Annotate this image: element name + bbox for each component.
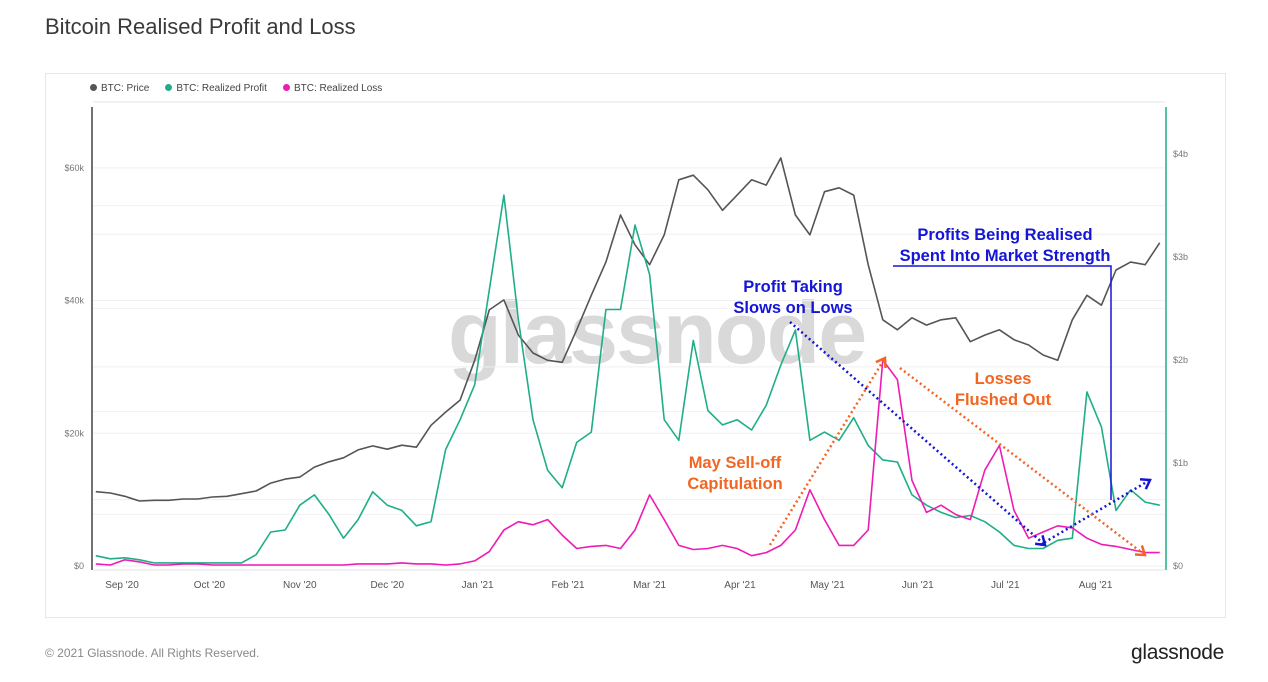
x-tick-label: Apr '21 bbox=[724, 580, 756, 591]
realized-profit-line bbox=[95, 194, 1160, 564]
page-title: Bitcoin Realised Profit and Loss bbox=[45, 14, 356, 39]
annotation-may-selloff: May Sell-off Capitulation bbox=[670, 453, 800, 495]
legend-dot-icon bbox=[282, 84, 290, 91]
arrowhead-icon bbox=[1134, 545, 1147, 557]
y-left-tick-label: $40k bbox=[64, 296, 84, 306]
x-tick-label: Sep '20 bbox=[105, 580, 139, 591]
annotation-line: Spent Into Market Strength bbox=[899, 247, 1111, 265]
annotation-line: May Sell-off bbox=[688, 454, 782, 472]
x-tick-label: Mar '21 bbox=[633, 580, 666, 591]
annotation-line: Capitulation bbox=[687, 475, 783, 493]
x-tick-label: Jan '21 bbox=[462, 580, 494, 591]
y-right-tick-label: $3b bbox=[1173, 252, 1188, 262]
legend-label: BTC: Realized Loss bbox=[293, 83, 383, 94]
x-tick-label: Oct '20 bbox=[194, 580, 226, 591]
arrowhead-icon bbox=[1139, 478, 1152, 490]
x-tick-label: Feb '21 bbox=[551, 580, 584, 591]
y-right-tick-label: $1b bbox=[1173, 458, 1188, 468]
y-left-tick-label: $20k bbox=[64, 428, 84, 438]
chart-panel bbox=[45, 73, 1226, 618]
y-left-tick-label: $0 bbox=[74, 561, 84, 571]
callout-bracket bbox=[893, 265, 1112, 500]
annotation-losses: Losses Flushed Out bbox=[940, 369, 1066, 411]
y-left-tick-label: $60k bbox=[64, 163, 84, 173]
profit-slowing-arrow bbox=[789, 321, 1046, 546]
legend-dot-icon bbox=[165, 84, 173, 91]
annotation-profit-taking: Profit Taking Slows on Lows bbox=[722, 277, 864, 319]
profit-rising-arrow bbox=[1039, 478, 1151, 547]
annotation-line: Losses bbox=[974, 370, 1032, 388]
legend: BTC: Price BTC: Realized Profit BTC: Rea… bbox=[90, 83, 382, 94]
arrowhead-icon bbox=[1034, 534, 1047, 547]
legend-item-profit[interactable]: BTC: Realized Profit bbox=[165, 83, 267, 94]
copyright: © 2021 Glassnode. All Rights Reserved. bbox=[45, 646, 260, 660]
annotation-line: Profit Taking bbox=[743, 278, 843, 296]
y-right-tick-label: $4b bbox=[1173, 149, 1188, 159]
x-tick-label: Aug '21 bbox=[1079, 580, 1113, 591]
losses-flushed-arrow bbox=[899, 367, 1146, 556]
x-tick-label: Nov '20 bbox=[283, 580, 317, 591]
realized-loss-line bbox=[95, 359, 1160, 566]
x-tick-label: Dec '20 bbox=[370, 580, 404, 591]
price-line bbox=[95, 157, 1161, 502]
annotation-line: Slows on Lows bbox=[733, 299, 853, 317]
legend-item-loss[interactable]: BTC: Realized Loss bbox=[282, 83, 383, 94]
legend-item-price[interactable]: BTC: Price bbox=[90, 83, 149, 94]
x-tick-label: May '21 bbox=[810, 580, 845, 591]
annotation-line: Profits Being Realised bbox=[917, 226, 1093, 244]
annotation-profits-realised: Profits Being Realised Spent Into Market… bbox=[880, 225, 1130, 267]
arrowhead-icon bbox=[875, 356, 887, 369]
y-right-tick-label: $0 bbox=[1173, 561, 1183, 571]
capitulation-arrow bbox=[768, 357, 887, 546]
y-right-tick-label: $2b bbox=[1173, 355, 1188, 365]
legend-dot-icon bbox=[90, 84, 97, 91]
legend-label: BTC: Realized Profit bbox=[176, 83, 267, 94]
glassnode-logo[interactable]: glassnode bbox=[1130, 641, 1224, 664]
x-tick-label: Jul '21 bbox=[991, 580, 1020, 591]
annotation-line: Flushed Out bbox=[954, 391, 1052, 409]
legend-label: BTC: Price bbox=[101, 83, 150, 94]
x-tick-label: Jun '21 bbox=[902, 580, 934, 591]
